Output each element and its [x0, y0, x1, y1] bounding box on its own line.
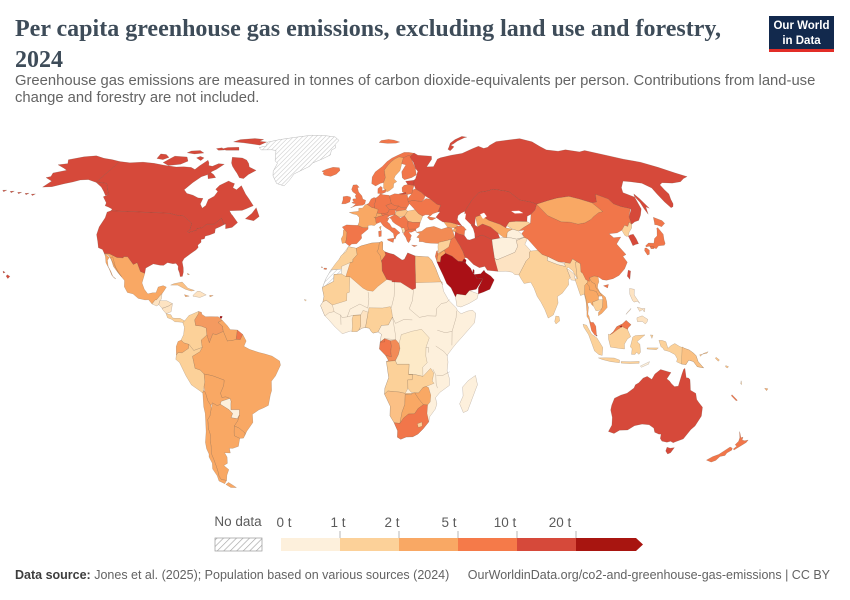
svg-text:No data: No data: [214, 514, 262, 529]
svg-text:20 t: 20 t: [549, 515, 572, 530]
svg-text:5 t: 5 t: [441, 515, 456, 530]
svg-text:0 t: 0 t: [276, 515, 291, 530]
svg-text:1 t: 1 t: [330, 515, 345, 530]
svg-text:10 t: 10 t: [494, 515, 517, 530]
svg-text:2 t: 2 t: [384, 515, 399, 530]
